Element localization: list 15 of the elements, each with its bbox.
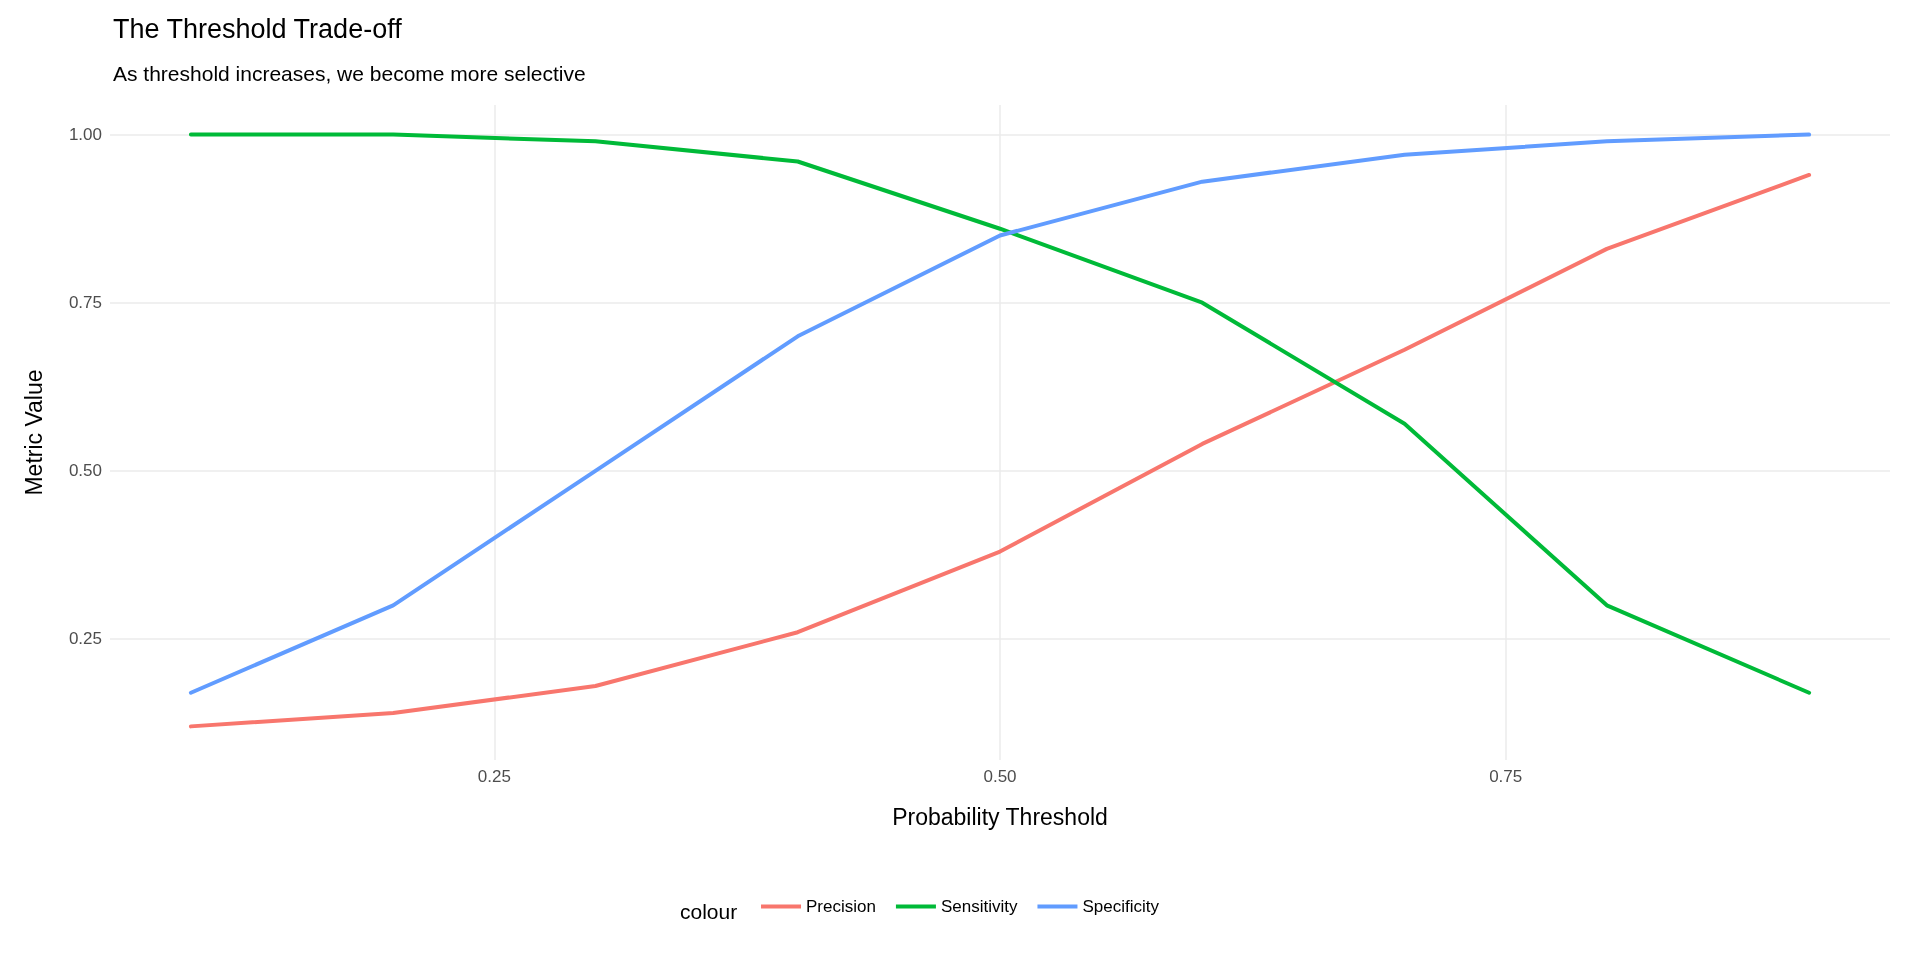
legend-label: Precision xyxy=(806,897,876,916)
legend-label: Sensitivity xyxy=(940,897,1018,916)
legend-title: colour xyxy=(680,900,738,923)
chart-subtitle: As threshold increases, we become more selective xyxy=(113,62,586,85)
y-tick-label: 0.25 xyxy=(68,629,102,649)
legend-label: Specificity xyxy=(1082,897,1160,916)
y-tick-label: 0.50 xyxy=(68,461,102,481)
x-tick-label: 0.25 xyxy=(477,767,511,786)
y-axis-title: Metric Value xyxy=(20,369,47,496)
x-tick-label: 0.75 xyxy=(1489,767,1523,786)
y-tick-label: 0.75 xyxy=(68,293,102,313)
chart-title: The Threshold Trade-off xyxy=(113,13,403,44)
x-axis-title: Probability Threshold xyxy=(892,803,1108,830)
x-tick-label: 0.50 xyxy=(983,767,1017,786)
y-tick-label: 1.00 xyxy=(68,125,102,145)
